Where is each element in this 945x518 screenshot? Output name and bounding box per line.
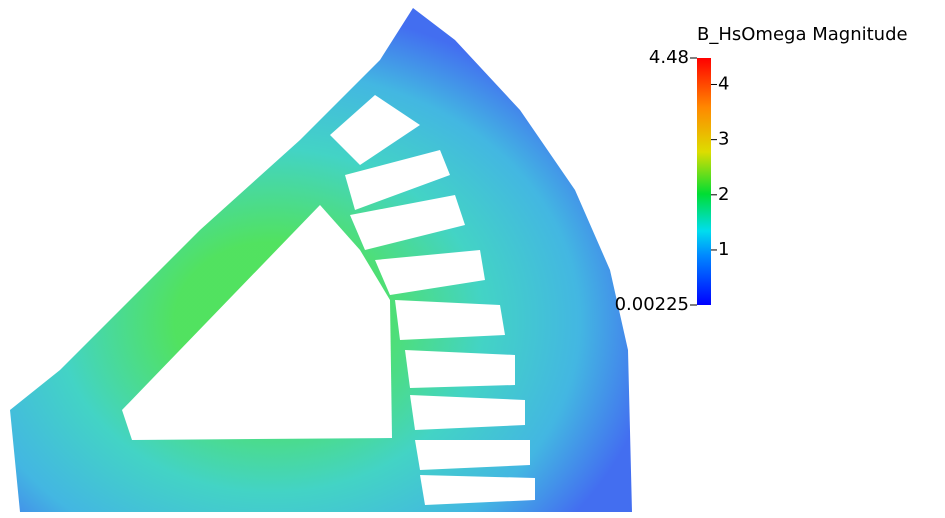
inner-hole: [122, 205, 392, 440]
stator-slots: [330, 95, 535, 505]
legend-tick-label: 2: [718, 184, 729, 205]
range-label: 4.48: [649, 47, 689, 68]
legend-tick-label: 1: [718, 239, 729, 260]
legend-ticks: 0.00225 4.48 1 2 3 4: [615, 47, 730, 315]
vector-field: [10, 8, 632, 512]
range-label: 0.00225: [615, 294, 689, 315]
color-bar: [697, 58, 711, 305]
legend-tick-label: 4: [718, 73, 729, 94]
color-legend: B_HsOmega Magnitude 0.00225 4.48 1 2 3 4: [615, 24, 908, 315]
legend-title: B_HsOmega Magnitude: [697, 24, 908, 45]
legend-tick-label: 3: [718, 129, 729, 150]
